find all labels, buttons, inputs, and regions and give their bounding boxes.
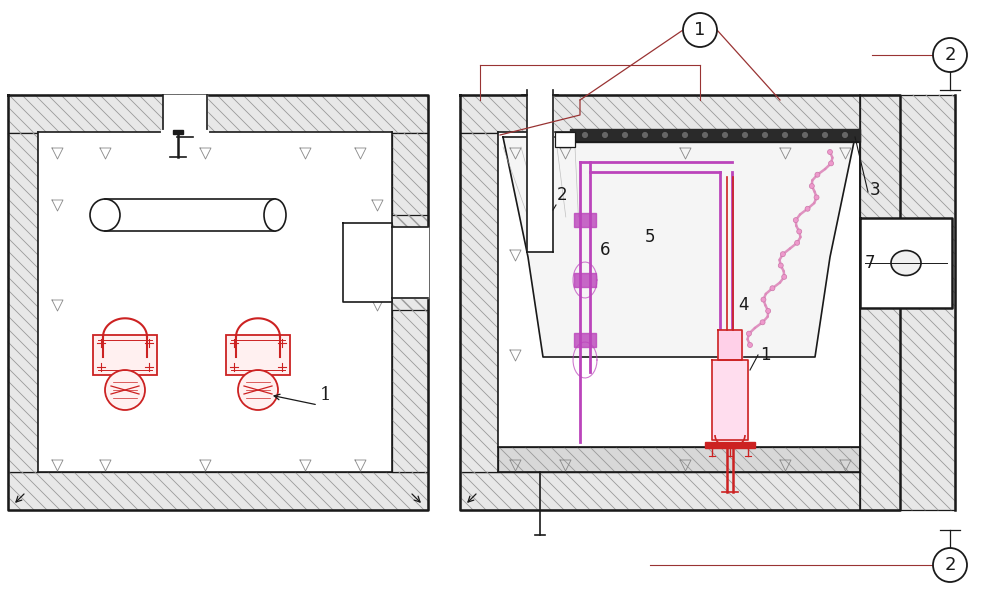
Polygon shape xyxy=(460,133,498,472)
Circle shape xyxy=(621,132,628,139)
Circle shape xyxy=(829,161,834,166)
Circle shape xyxy=(781,275,786,279)
Text: 2: 2 xyxy=(557,186,567,204)
Polygon shape xyxy=(335,215,428,310)
Polygon shape xyxy=(718,330,742,360)
Circle shape xyxy=(770,286,775,291)
Text: 2: 2 xyxy=(945,46,955,64)
Circle shape xyxy=(933,548,967,582)
Circle shape xyxy=(105,370,145,410)
Polygon shape xyxy=(392,133,428,472)
Text: 1: 1 xyxy=(694,21,706,39)
Polygon shape xyxy=(173,130,183,134)
Polygon shape xyxy=(8,95,428,133)
FancyBboxPatch shape xyxy=(555,132,575,147)
Text: 7: 7 xyxy=(865,254,876,272)
Polygon shape xyxy=(574,273,596,287)
Circle shape xyxy=(761,297,766,302)
Ellipse shape xyxy=(264,199,286,231)
Ellipse shape xyxy=(891,250,921,276)
Polygon shape xyxy=(498,132,860,472)
Circle shape xyxy=(801,132,808,139)
Polygon shape xyxy=(503,137,855,357)
Text: 6: 6 xyxy=(600,241,610,259)
Circle shape xyxy=(642,132,649,139)
Polygon shape xyxy=(570,129,860,142)
Polygon shape xyxy=(860,95,955,510)
Circle shape xyxy=(781,132,788,139)
Polygon shape xyxy=(8,472,428,510)
Circle shape xyxy=(814,195,819,200)
Text: 2: 2 xyxy=(945,556,955,574)
FancyBboxPatch shape xyxy=(226,335,290,375)
FancyBboxPatch shape xyxy=(93,335,157,375)
Circle shape xyxy=(794,240,799,246)
Circle shape xyxy=(822,132,829,139)
Circle shape xyxy=(238,370,278,410)
Circle shape xyxy=(760,320,765,325)
Polygon shape xyxy=(460,95,900,133)
Ellipse shape xyxy=(90,199,120,231)
Circle shape xyxy=(602,132,608,139)
Polygon shape xyxy=(860,133,900,472)
Polygon shape xyxy=(860,218,952,308)
Text: 1: 1 xyxy=(320,386,331,404)
Circle shape xyxy=(683,13,717,47)
Circle shape xyxy=(815,172,820,177)
Circle shape xyxy=(781,251,785,257)
Polygon shape xyxy=(105,199,275,231)
Circle shape xyxy=(662,132,668,139)
Polygon shape xyxy=(460,472,900,510)
Polygon shape xyxy=(8,133,38,472)
Polygon shape xyxy=(38,132,392,472)
Circle shape xyxy=(702,132,709,139)
Circle shape xyxy=(681,132,688,139)
Polygon shape xyxy=(343,223,392,302)
Circle shape xyxy=(933,38,967,72)
Polygon shape xyxy=(705,442,755,448)
Polygon shape xyxy=(498,447,860,472)
Text: 1: 1 xyxy=(760,346,771,364)
Polygon shape xyxy=(392,227,428,298)
Circle shape xyxy=(747,343,753,347)
Circle shape xyxy=(797,229,802,234)
Circle shape xyxy=(766,308,771,314)
Polygon shape xyxy=(527,90,553,252)
Text: 4: 4 xyxy=(738,296,748,314)
Circle shape xyxy=(809,184,814,189)
Circle shape xyxy=(779,263,783,268)
Circle shape xyxy=(828,149,833,155)
Circle shape xyxy=(805,206,810,211)
Circle shape xyxy=(841,132,848,139)
Polygon shape xyxy=(163,95,207,132)
Polygon shape xyxy=(574,333,596,347)
Circle shape xyxy=(762,132,769,139)
Text: 5: 5 xyxy=(645,228,656,246)
Circle shape xyxy=(746,331,751,336)
Circle shape xyxy=(582,132,589,139)
Circle shape xyxy=(793,218,798,222)
Polygon shape xyxy=(712,360,748,440)
Polygon shape xyxy=(574,213,596,227)
Circle shape xyxy=(741,132,748,139)
Text: 3: 3 xyxy=(870,181,881,199)
Circle shape xyxy=(722,132,728,139)
